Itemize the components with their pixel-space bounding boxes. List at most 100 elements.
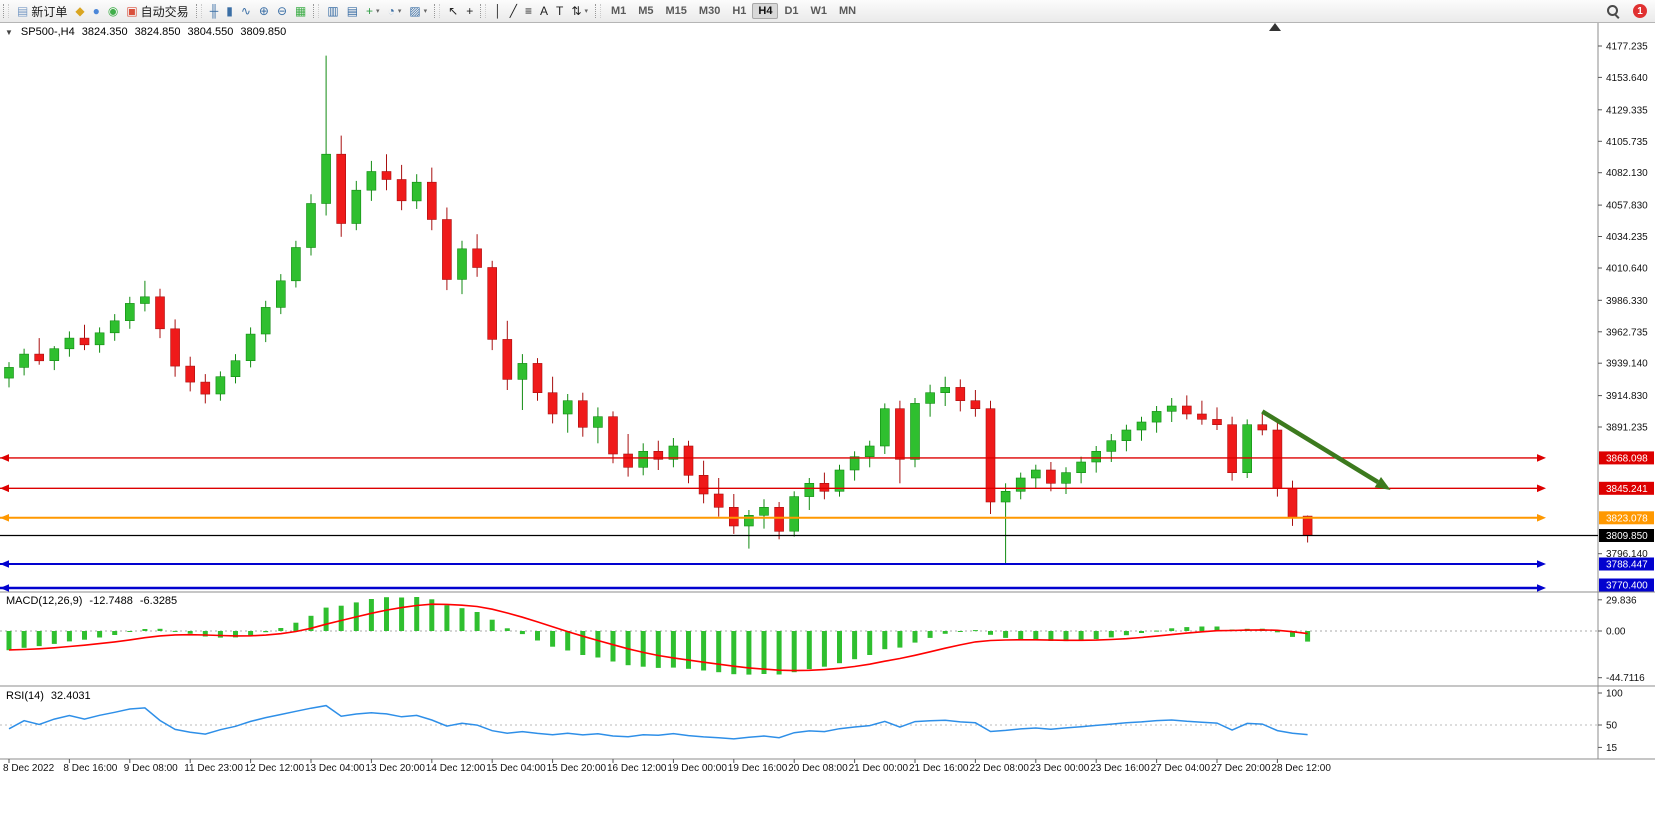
candle: [4, 367, 14, 379]
add-indicator-icon: +: [366, 4, 374, 18]
candle: [985, 408, 996, 503]
cursor-icon: ↖: [448, 4, 459, 18]
line-right-arrow: [1537, 484, 1546, 493]
vertical-line-icon: │: [494, 4, 502, 18]
periods-button[interactable]: ◔ ▾: [384, 2, 406, 20]
macd-axis-label: 0.00: [1606, 627, 1626, 638]
macd-histogram-bar: [66, 631, 72, 642]
candle: [1242, 424, 1252, 474]
timeframe-d1-button[interactable]: D1: [784, 5, 799, 17]
trend-arrow-annotation[interactable]: [1261, 409, 1391, 490]
timeframe-m1-button[interactable]: M1: [610, 5, 627, 17]
toolbar-group-timeframes: M1 M5 M15 M30 H1 H4 D1 W1 MN: [592, 0, 862, 22]
fibonacci-button[interactable]: ≡: [521, 2, 536, 20]
toolbar-group-trade: ▤ 新订单 ◆ ● ◉ ▣ 自动交易: [0, 0, 193, 22]
timeframe-mn-button[interactable]: MN: [839, 5, 857, 17]
price-badge: [1599, 511, 1654, 525]
vertical-line-button[interactable]: │: [490, 2, 506, 20]
new-order-button[interactable]: ▤ 新订单: [13, 2, 71, 20]
macd-histogram-bar: [414, 597, 420, 631]
candle: [1212, 419, 1222, 425]
label-button[interactable]: T: [552, 2, 567, 20]
candle: [1182, 405, 1192, 415]
macd-histogram-bar: [474, 612, 480, 631]
candle: [487, 267, 498, 340]
timeframe-w1-button[interactable]: W1: [810, 5, 828, 17]
timeframe-h1-button[interactable]: H1: [732, 5, 747, 17]
price-badge: [1599, 529, 1654, 542]
chevron-down-icon: ▾: [376, 8, 380, 15]
trendline-button[interactable]: ╱: [506, 2, 521, 20]
candle: [1197, 413, 1207, 420]
macd-histogram-bar: [142, 629, 148, 631]
tile-windows-icon: ▦: [295, 4, 307, 18]
chart-marker-icon: [1269, 23, 1281, 31]
macd-histogram-bar: [308, 615, 314, 631]
macd-histogram-bar: [459, 608, 465, 631]
community-button[interactable]: ◉: [104, 2, 122, 20]
timeframe-h4-button[interactable]: H4: [752, 3, 779, 19]
candle: [819, 482, 830, 492]
price-line-3809.850[interactable]: 3809.850: [0, 529, 1654, 542]
candle: [109, 320, 120, 334]
candle: [593, 416, 603, 428]
price-line-3823.078[interactable]: 3823.078: [0, 511, 1654, 525]
algo-trading-button[interactable]: ▣ 自动交易: [122, 2, 192, 20]
one-click-trading-icon[interactable]: ▼: [5, 27, 13, 37]
toolbar-grip: [3, 4, 9, 18]
price-badge-label: 3845.241: [1606, 484, 1648, 495]
candle: [1136, 421, 1147, 431]
line-chart-button[interactable]: ∿: [237, 2, 255, 20]
signals-button[interactable]: ●: [89, 2, 104, 20]
fibonacci-icon: ≡: [525, 4, 533, 18]
tile-windows-button[interactable]: ▦: [291, 2, 310, 20]
price-line-3868.098[interactable]: 3868.098: [0, 451, 1654, 465]
macd-histogram-bar: [1305, 631, 1311, 642]
text-button[interactable]: A: [536, 2, 552, 20]
timeframe-m5-button[interactable]: M5: [638, 5, 654, 17]
time-scale[interactable]: [0, 759, 1655, 777]
timeframe-m15-button[interactable]: M15: [665, 5, 687, 17]
macd-histogram-bar: [1063, 631, 1069, 642]
add-indicator-button[interactable]: + ▾: [362, 2, 384, 20]
templates-button[interactable]: ▨ ▾: [405, 2, 431, 20]
zoom-out-button[interactable]: ⊖: [273, 2, 291, 20]
search-button[interactable]: [1602, 2, 1624, 20]
macd-histogram-bar: [1003, 631, 1009, 638]
macd-histogram-bar: [1169, 628, 1175, 631]
price-line-3845.241[interactable]: 3845.241: [0, 481, 1654, 495]
price-axis-label: 4082.130: [1606, 168, 1648, 179]
candle: [155, 296, 165, 330]
macd-histogram-bar: [791, 631, 797, 673]
price-line-3788.447[interactable]: 3788.447: [0, 557, 1654, 571]
candle: [426, 181, 437, 220]
candle: [125, 303, 135, 321]
chart-shift-button[interactable]: ▤: [343, 2, 362, 20]
arrows-button[interactable]: ⇅ ▾: [567, 2, 592, 20]
macd-signal-line: [8, 603, 1308, 672]
zoom-in-button[interactable]: ⊕: [255, 2, 273, 20]
candle: [472, 248, 482, 268]
candlestick-button[interactable]: ▮: [222, 2, 237, 20]
macd-name: MACD(12,26,9): [6, 595, 83, 607]
timeframe-m30-button[interactable]: M30: [698, 5, 721, 17]
macd-histogram-bar: [429, 599, 435, 631]
market-button[interactable]: ◆: [71, 2, 88, 20]
macd-histogram-bar: [323, 607, 329, 631]
candle: [215, 376, 226, 395]
candle: [895, 408, 905, 460]
crosshair-button[interactable]: +: [462, 2, 477, 20]
candle: [230, 360, 241, 378]
price-line-3770.400[interactable]: 3770.400: [0, 578, 1654, 592]
auto-scroll-button[interactable]: ▥: [323, 2, 342, 20]
price-badge: [1599, 481, 1654, 495]
price-axis-label: 4057.830: [1606, 201, 1648, 212]
line-left-arrow: [0, 484, 9, 493]
macd-histogram-bar: [157, 628, 163, 631]
notification-badge[interactable]: 1: [1633, 4, 1647, 18]
price-scale[interactable]: [1598, 22, 1655, 759]
bar-chart-button[interactable]: ╫: [206, 2, 223, 20]
macd-histogram-bar: [988, 631, 993, 635]
cursor-button[interactable]: ↖: [444, 2, 462, 20]
